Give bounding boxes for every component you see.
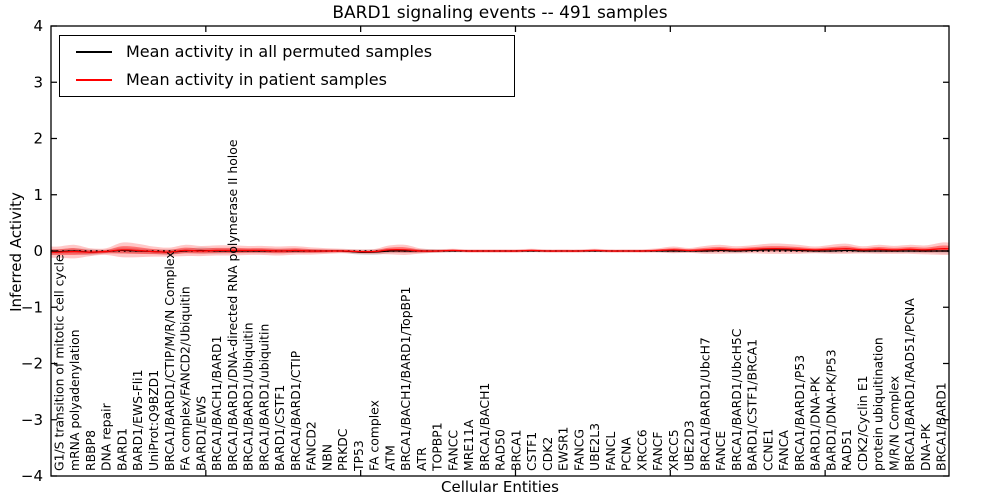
- x-category-label: RAD50: [493, 429, 508, 471]
- x-category-label: BARD1/CSTF1/BRCA1: [745, 339, 760, 471]
- x-category-label: BRCA1: [508, 429, 523, 471]
- x-category-label: BRCA1/BARD1/CTIP: [288, 350, 303, 471]
- x-category-label: FANCA: [776, 430, 791, 471]
- x-category-label: TOPBP1: [430, 422, 445, 472]
- patient-line-swatch-icon: [76, 79, 112, 82]
- x-category-label: RBBP8: [83, 430, 98, 471]
- x-category-label: FANCD2: [304, 421, 319, 471]
- x-category-label: FA complex: [367, 400, 382, 471]
- x-category-label: CDK2: [540, 437, 555, 471]
- y-tick-label: −2: [21, 355, 43, 373]
- x-category-label: BRCA1/BACH1/BARD1: [209, 336, 224, 471]
- x-category-label: BARD1/EWS: [193, 396, 208, 471]
- x-category-label: PCNA: [619, 437, 634, 471]
- y-tick-label: 2: [33, 130, 43, 148]
- x-axis-label: Cellular Entities: [441, 478, 559, 496]
- x-category-label: DNA-PK: [918, 423, 933, 471]
- permuted-line-swatch-icon: [76, 50, 112, 53]
- x-category-label: XRCC6: [634, 429, 649, 471]
- x-category-label: protein ubiquitination: [871, 337, 886, 471]
- x-category-label: UBE2D3: [682, 420, 697, 471]
- x-category-label: CDK2/Cyclin E1: [855, 375, 870, 471]
- x-category-label: BARD1/DNA-PK: [808, 376, 823, 471]
- x-category-label: CSTF1: [524, 432, 539, 471]
- x-category-label: EWSR1: [556, 427, 571, 471]
- x-category-label: BRCA1/BARD1/RAD51/PCNA: [902, 298, 917, 471]
- x-category-label: BARD1: [114, 428, 129, 471]
- x-category-label: BRCA1/BARD1/UbcH5C: [729, 329, 744, 471]
- x-category-label: FANCG: [571, 429, 586, 471]
- x-category-label: FANCF: [650, 431, 665, 471]
- x-category-label: MRE11A: [461, 419, 476, 471]
- x-category-label: BRCA1/BARD1/Ubiquitin: [241, 322, 256, 471]
- y-tick-label: −4: [21, 467, 43, 485]
- y-tick-label: 4: [33, 17, 43, 35]
- x-category-label: BARD1/CSTF1: [272, 385, 287, 471]
- x-category-label: BRCA1/BARD1/UbcH7: [697, 337, 712, 471]
- x-category-label: BARD1/DNA-PK/P53: [823, 349, 838, 471]
- legend: Mean activity in all permuted samples Me…: [59, 35, 515, 97]
- x-category-label: BRCA1/BARD1/CTIP/M/R/N Complex: [162, 251, 177, 471]
- x-category-label: NBN: [319, 444, 334, 471]
- y-tick-label: −3: [21, 411, 43, 429]
- x-category-label: FANCL: [603, 432, 618, 471]
- x-category-label: BRCA1/BARD1/DNA-directed RNA polymerase …: [225, 140, 240, 471]
- axes-frame: [50, 25, 950, 477]
- y-tick-label: 1: [33, 186, 43, 204]
- y-tick-label: −1: [21, 298, 43, 316]
- x-category-label: ATM: [382, 445, 397, 471]
- x-category-label: ATR: [414, 447, 429, 471]
- legend-item-permuted: Mean activity in all permuted samples: [60, 39, 514, 65]
- x-category-label: BARD1/EWS-Fli1: [130, 370, 145, 472]
- y-axis-label: Inferred Activity: [7, 192, 25, 312]
- x-category-label: mRNA polyadenylation: [67, 329, 82, 471]
- chart-title: BARD1 signaling events -- 491 samples: [332, 3, 668, 23]
- x-category-label: TP53: [351, 440, 366, 472]
- x-category-label: G1/S transition of mitotic cell cycle: [51, 254, 66, 471]
- x-category-label: BRCA1/BACH1/BARD1/TopBP1: [398, 287, 413, 471]
- x-category-label: CCNE1: [760, 429, 775, 471]
- x-category-label: BRCA1/BARD1/ubiquitin: [256, 324, 271, 471]
- x-category-label: BRCA1/BARD1/P53: [792, 355, 807, 471]
- y-tick-label: 0: [33, 242, 43, 260]
- x-category-label: BRCA1/BARD1: [934, 382, 949, 471]
- x-category-label: UniProt:Q9BZD1: [146, 370, 161, 471]
- x-category-label: FANCE: [713, 431, 728, 471]
- legend-label-permuted: Mean activity in all permuted samples: [126, 41, 433, 61]
- x-category-label: FA complex/FANCD2/Ubiquitin: [178, 286, 193, 471]
- legend-item-patient: Mean activity in patient samples: [60, 67, 514, 93]
- x-category-label: DNA repair: [99, 402, 114, 471]
- patient-mean-line: [50, 248, 950, 253]
- legend-label-patient: Mean activity in patient samples: [126, 70, 387, 90]
- x-category-label: FANCC: [445, 430, 460, 471]
- x-category-label: UBE2L3: [587, 423, 602, 471]
- y-tick-label: 3: [33, 73, 43, 91]
- x-category-label: PRKDC: [335, 429, 350, 471]
- x-category-label: M/R/N Complex: [886, 376, 901, 471]
- x-category-label: RAD51: [839, 429, 854, 471]
- x-category-label: XRCC5: [666, 429, 681, 471]
- x-category-label: BRCA1/BACH1: [477, 383, 492, 471]
